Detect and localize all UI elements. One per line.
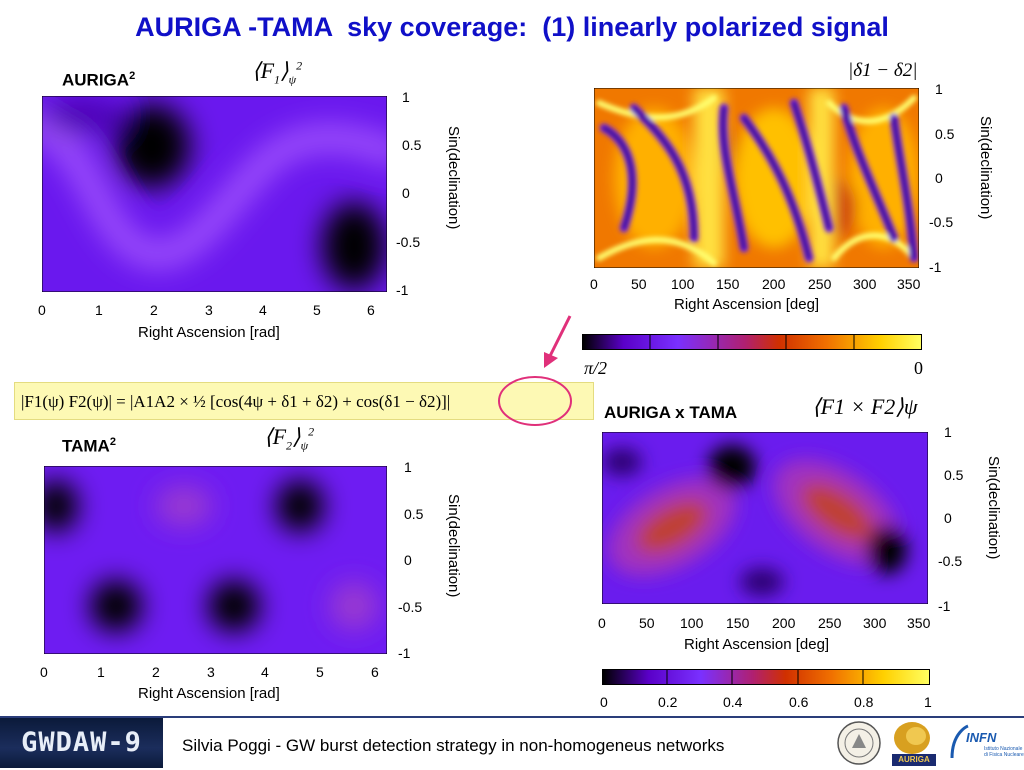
tama-xtick: 2 — [152, 664, 160, 680]
auriga-xtick: 6 — [367, 302, 375, 318]
product-colorbar-tick: 0.4 — [723, 694, 743, 710]
auriga-ytick: -1 — [396, 282, 409, 298]
auriga-heatmap — [42, 96, 387, 292]
tama-math-label: ⟨F2⟩ψ2 — [264, 424, 315, 453]
auriga-ytick: 1 — [402, 89, 410, 105]
university-seal-logo — [837, 721, 881, 765]
tama-ytick: 0 — [404, 552, 412, 568]
auriga-xtick: 2 — [150, 302, 158, 318]
auriga-xtick: 4 — [259, 302, 267, 318]
auriga-xlabel: Right Ascension [rad] — [138, 324, 280, 341]
product-colorbar-tick: 0.2 — [658, 694, 678, 710]
phase-xlabel: Right Ascension [deg] — [674, 296, 820, 313]
auriga-xtick: 1 — [95, 302, 103, 318]
formula-highlight-circle — [498, 376, 572, 426]
auriga-xtick: 3 — [205, 302, 213, 318]
phase-colorbar-right-label: 0 — [914, 358, 923, 378]
phase-math-label: |δ1 − δ2| — [848, 60, 918, 81]
product-xtick: 300 — [863, 615, 887, 631]
tama-xtick: 1 — [97, 664, 105, 680]
annotation-arrow — [544, 315, 572, 368]
phase-xtick: 0 — [590, 276, 598, 292]
product-colorbar-tick: 1 — [924, 694, 932, 710]
phase-colorbar-left-label: π/2 — [584, 358, 608, 378]
product-ytick: -0.5 — [938, 553, 963, 569]
product-colorbar-tick: 0 — [600, 694, 608, 710]
tama-xtick: 0 — [40, 664, 48, 680]
product-xtick: 200 — [772, 615, 796, 631]
phase-xtick: 350 — [897, 276, 921, 292]
phase-colorbar — [582, 334, 922, 350]
phase-ylabel: Sin(declination) — [977, 116, 994, 220]
auriga-math-label: ⟨F1⟩ψ2 — [252, 58, 303, 87]
auriga-xtick: 5 — [313, 302, 321, 318]
phase-ytick: 0.5 — [935, 126, 955, 142]
product-heatmap — [602, 432, 928, 604]
phase-ytick: 0 — [935, 170, 943, 186]
product-xlabel: Right Ascension [deg] — [684, 636, 830, 653]
product-xtick: 0 — [598, 615, 606, 631]
product-xtick: 250 — [818, 615, 842, 631]
tama-ytick: 1 — [404, 459, 412, 475]
auriga-xtick: 0 — [38, 302, 46, 318]
tama-heatmap — [44, 466, 387, 654]
infn-logo-text: INFN — [966, 730, 997, 745]
phase-heatmap — [594, 88, 919, 268]
product-math-label: ⟨F1 × F2⟩ψ — [812, 394, 918, 419]
tama-xtick: 3 — [207, 664, 215, 680]
product-colorbar-tick: 0.8 — [854, 694, 874, 710]
product-colorbar — [602, 669, 930, 685]
auriga-ytick: -0.5 — [396, 234, 421, 250]
infn-logo-mark — [950, 724, 969, 759]
product-ytick: -1 — [938, 598, 951, 614]
tama-ylabel: Sin(declination) — [445, 494, 462, 598]
phase-colorbar-ticks — [649, 334, 855, 350]
slide-title: AURIGA -TAMA sky coverage: (1) linearly … — [135, 12, 889, 42]
phase-xtick: 300 — [853, 276, 877, 292]
tama-ytick: 0.5 — [404, 506, 424, 522]
conference-logo: GWDAW-9 — [0, 718, 163, 768]
auriga-label: AURIGA2 — [62, 70, 136, 90]
phase-ytick: 1 — [935, 81, 943, 97]
product-colorbar-tick: 0.6 — [789, 694, 809, 710]
phase-xtick: 150 — [716, 276, 740, 292]
phase-xtick: 100 — [671, 276, 695, 292]
product-colorbar-ticks — [666, 669, 864, 685]
tama-label: TAMA2 — [62, 436, 116, 456]
tama-xlabel: Right Ascension [rad] — [138, 685, 280, 702]
product-ytick: 1 — [944, 424, 952, 440]
coincidence-formula: |F1(ψ) F2(ψ)| = |A1A2 × ½ [cos(4ψ + δ1 +… — [14, 382, 594, 420]
tama-ytick: -0.5 — [398, 599, 423, 615]
auriga-ytick: 0 — [402, 185, 410, 201]
auriga-ylabel: Sin(declination) — [445, 126, 462, 230]
product-xtick: 100 — [680, 615, 704, 631]
tama-ytick: -1 — [398, 645, 411, 661]
product-label: AURIGA x TAMA — [604, 403, 738, 422]
product-ytick: 0.5 — [944, 467, 964, 483]
phase-ytick: -0.5 — [929, 214, 954, 230]
auriga-logo — [892, 722, 936, 766]
product-xtick: 350 — [907, 615, 931, 631]
footer-text: Silvia Poggi - GW burst detection strate… — [182, 736, 725, 755]
product-ylabel: Sin(declination) — [985, 456, 1002, 560]
phase-xtick: 200 — [762, 276, 786, 292]
tama-xtick: 6 — [371, 664, 379, 680]
product-ytick: 0 — [944, 510, 952, 526]
tama-xtick: 4 — [261, 664, 269, 680]
phase-xtick: 50 — [631, 276, 647, 292]
phase-xtick: 250 — [808, 276, 832, 292]
product-xtick: 50 — [639, 615, 655, 631]
product-xtick: 150 — [726, 615, 750, 631]
infn-logo-subtitle: Istituto Nazionale di Fisica Nucleare — [984, 746, 1024, 758]
auriga-ytick: 0.5 — [402, 137, 422, 153]
phase-ytick: -1 — [929, 259, 942, 275]
auriga-logo-text: AURIGA — [898, 755, 930, 764]
tama-xtick: 5 — [316, 664, 324, 680]
